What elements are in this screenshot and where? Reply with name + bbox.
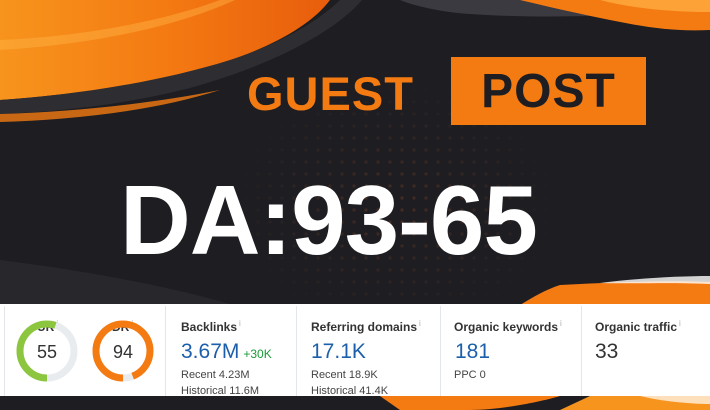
divider <box>440 306 441 396</box>
ur-gauge-arc <box>16 320 78 382</box>
referring-domains-label: Referring domains i <box>311 319 421 334</box>
referring-domains-value[interactable]: 17.1K <box>311 340 366 363</box>
dr-gauge-arc <box>92 320 154 382</box>
backlinks-historical: Historical 11.6M <box>181 385 260 397</box>
referring-domains-historical: Historical 41.4K <box>311 385 389 397</box>
backlinks-recent: Recent 4.23M <box>181 369 250 381</box>
divider <box>581 306 582 396</box>
bottom-band <box>0 396 710 410</box>
organic-keywords-value[interactable]: 181 <box>455 340 491 363</box>
info-icon[interactable]: i <box>419 319 421 328</box>
backlinks-delta: +30K <box>243 347 272 361</box>
info-icon[interactable]: i <box>679 319 681 328</box>
organic-keywords-ppc: PPC 0 <box>454 369 486 381</box>
dr-value: 94 <box>112 342 134 362</box>
backlinks-label: Backlinks i <box>181 319 241 334</box>
backlinks-value[interactable]: 3.67M <box>181 340 240 363</box>
organic-keywords-label: Organic keywords i <box>454 319 562 334</box>
divider <box>165 306 166 396</box>
referring-domains-recent: Recent 18.9K <box>311 369 378 381</box>
dr-gauge <box>92 320 154 382</box>
organic-traffic-label: Organic traffic i <box>595 319 681 334</box>
divider <box>296 306 297 396</box>
info-icon[interactable]: i <box>239 319 241 328</box>
organic-traffic-value: 33 <box>595 340 619 363</box>
ur-gauge <box>16 320 78 382</box>
backlinks-value-row: 3.67M +30K <box>181 340 272 364</box>
divider <box>4 306 5 396</box>
guest-label: GUEST <box>247 67 414 120</box>
post-label-box: POST <box>451 57 646 125</box>
ur-value: 55 <box>36 342 58 362</box>
headline: DA:93-65 <box>120 165 538 275</box>
post-label: POST <box>481 65 616 118</box>
info-icon[interactable]: i <box>560 319 562 328</box>
